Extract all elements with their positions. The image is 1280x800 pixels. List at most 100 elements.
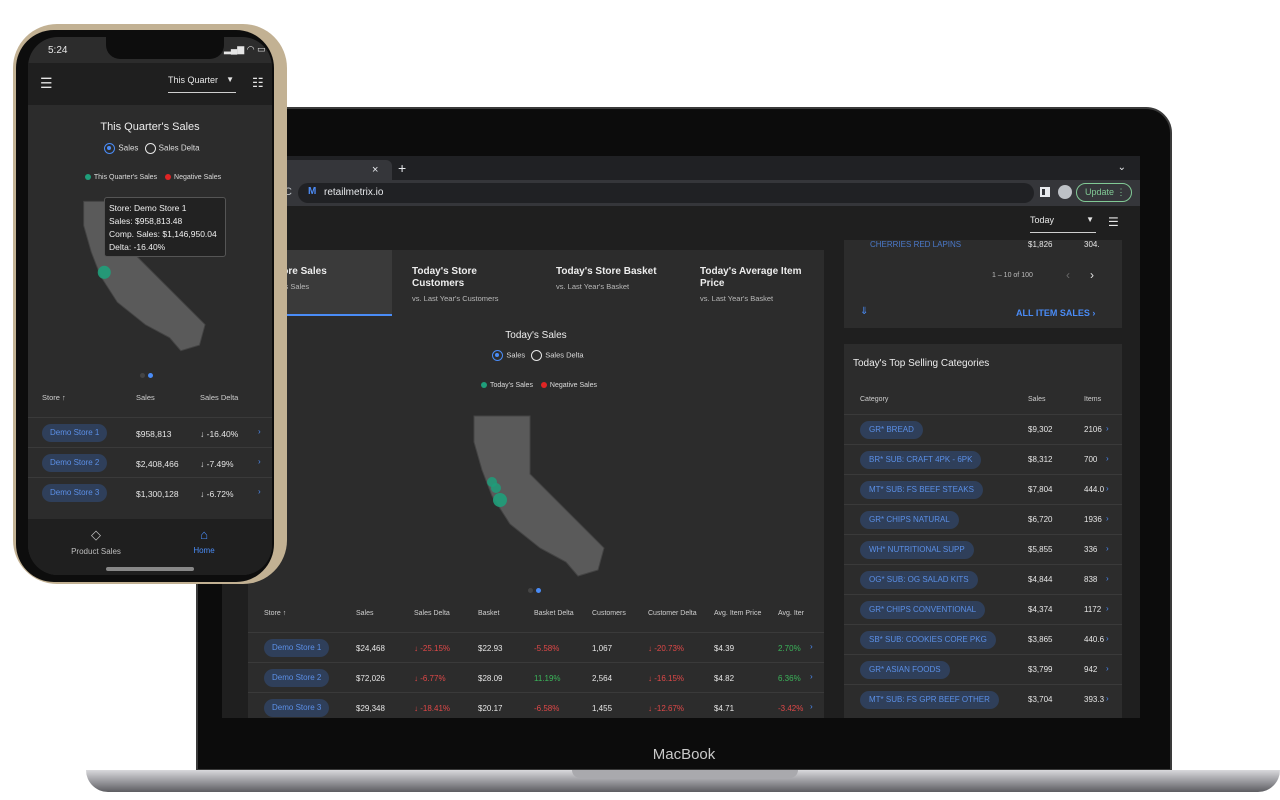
update-button[interactable]: Update ⋮ bbox=[1076, 183, 1132, 202]
chevron-right-icon[interactable]: › bbox=[1106, 454, 1109, 463]
table-row[interactable]: Demo Store 1 $24,468 ↓ -25.15% $22.93 -5… bbox=[248, 632, 824, 662]
chevron-right-icon[interactable]: › bbox=[1106, 484, 1109, 493]
nav-product-sales[interactable]: ◇ Product Sales bbox=[46, 527, 146, 556]
column-header-sales[interactable]: Sales bbox=[356, 610, 374, 617]
pager-dot[interactable] bbox=[140, 373, 145, 378]
column-header-items[interactable]: Items bbox=[1084, 396, 1102, 403]
period-select[interactable]: This Quarter ▼ bbox=[168, 75, 236, 93]
filter-sliders-icon[interactable]: ☷ bbox=[252, 75, 264, 90]
new-tab-icon[interactable]: + bbox=[398, 160, 407, 176]
radio-sales[interactable] bbox=[104, 143, 116, 154]
table-row[interactable]: Demo Store 1 $958,813 ↓ -16.40% › bbox=[28, 417, 272, 447]
store-chip[interactable]: Demo Store 2 bbox=[264, 669, 330, 687]
table-row[interactable]: Demo Store 3 $1,300,128 ↓ -6.72% › bbox=[28, 477, 272, 507]
tab-store-basket[interactable]: Today's Store Basket vs. Last Year's Bas… bbox=[546, 250, 686, 316]
chevron-right-icon[interactable]: › bbox=[1106, 634, 1109, 643]
table-row[interactable]: Demo Store 3 $29,348 ↓ -18.41% $20.17 -6… bbox=[248, 692, 824, 718]
avg-item-price-value: $4.71 bbox=[714, 704, 735, 713]
table-row[interactable]: Demo Store 2 $72,026 ↓ -6.77% $28.09 11.… bbox=[248, 662, 824, 692]
table-row[interactable]: GR* BREAD $9,302 2106 › bbox=[844, 414, 1122, 444]
period-select[interactable]: Today ▼ bbox=[1030, 215, 1096, 233]
column-header-avg-item-price[interactable]: Avg. Item Price bbox=[714, 610, 762, 617]
item-name-link[interactable]: CHERRIES RED LAPINS bbox=[870, 240, 962, 249]
table-row[interactable]: OG* SUB: OG SALAD KITS $4,844 838 › bbox=[844, 564, 1122, 594]
chevron-right-icon[interactable]: › bbox=[1106, 514, 1109, 523]
column-header-basket[interactable]: Basket bbox=[478, 610, 500, 617]
address-bar[interactable]: M retailmetrix.io bbox=[298, 183, 1034, 203]
table-row[interactable]: GR* CHIPS NATURAL $6,720 1936 › bbox=[844, 504, 1122, 534]
chevron-right-icon[interactable]: › bbox=[1106, 604, 1109, 613]
column-header-basket-delta[interactable]: Basket Delta bbox=[534, 610, 574, 617]
tab-store-customers[interactable]: Today's Store Customers vs. Last Year's … bbox=[402, 250, 542, 316]
table-row[interactable]: GR* CHIPS CONVENTIONAL $4,374 1172 › bbox=[844, 594, 1122, 624]
table-row[interactable]: BR* SUB: CRAFT 4PK - 6PK $8,312 700 › bbox=[844, 444, 1122, 474]
chevron-right-icon[interactable]: › bbox=[1090, 268, 1094, 282]
tab-average-item-price[interactable]: Today's Average Item Price vs. Last Year… bbox=[690, 250, 824, 316]
tab-search-icon[interactable]: ⌄ bbox=[1117, 162, 1126, 173]
category-chip[interactable]: BR* SUB: CRAFT 4PK - 6PK bbox=[860, 451, 982, 469]
column-header-sales[interactable]: Sales bbox=[136, 393, 155, 402]
category-chip[interactable]: WH* NUTRITIONAL SUPP bbox=[860, 541, 974, 559]
category-chip[interactable]: MT* SUB: FS BEEF STEAKS bbox=[860, 481, 983, 499]
store-chip[interactable]: Demo Store 3 bbox=[42, 484, 108, 502]
store-chip[interactable]: Demo Store 1 bbox=[42, 424, 108, 442]
column-header-sales-delta[interactable]: Sales Delta bbox=[200, 393, 239, 402]
table-row[interactable]: Demo Store 2 $2,408,466 ↓ -7.49% › bbox=[28, 447, 272, 477]
pager-dot-active[interactable] bbox=[148, 373, 153, 378]
chevron-right-icon[interactable]: › bbox=[1106, 694, 1109, 703]
sort-arrow-icon: ↑ bbox=[282, 610, 287, 617]
table-row[interactable]: WH* NUTRITIONAL SUPP $5,855 336 › bbox=[844, 534, 1122, 564]
chevron-right-icon[interactable]: › bbox=[810, 642, 813, 651]
download-icon[interactable]: ⇓ bbox=[860, 306, 869, 317]
category-chip[interactable]: GR* CHIPS NATURAL bbox=[860, 511, 959, 529]
nav-home[interactable]: ⌂ Home bbox=[154, 527, 254, 555]
radio-sales-delta[interactable] bbox=[531, 350, 543, 361]
chevron-right-icon[interactable]: › bbox=[1106, 574, 1109, 583]
column-header-sales[interactable]: Sales bbox=[1028, 396, 1046, 403]
basket-value: $22.93 bbox=[478, 644, 503, 653]
table-row[interactable]: GR* ASIAN FOODS $3,799 942 › bbox=[844, 654, 1122, 684]
category-chip[interactable]: GR* CHIPS CONVENTIONAL bbox=[860, 601, 986, 619]
url-text[interactable]: retailmetrix.io bbox=[324, 187, 384, 198]
store-chip[interactable]: Demo Store 1 bbox=[264, 639, 330, 657]
category-chip[interactable]: MT* SUB: FS GPR BEEF OTHER bbox=[860, 691, 999, 709]
category-chip[interactable]: SB* SUB: COOKIES CORE PKG bbox=[860, 631, 996, 649]
column-header-avg-iter[interactable]: Avg. Iter bbox=[778, 610, 804, 617]
store-chip[interactable]: Demo Store 2 bbox=[42, 454, 108, 472]
reload-icon[interactable]: C bbox=[284, 186, 292, 198]
category-chip[interactable]: GR* ASIAN FOODS bbox=[860, 661, 950, 679]
customers-value: 2,564 bbox=[592, 674, 613, 683]
close-icon[interactable]: × bbox=[372, 164, 379, 176]
column-header-sales-delta[interactable]: Sales Delta bbox=[414, 610, 450, 617]
chevron-right-icon[interactable]: › bbox=[1106, 544, 1109, 553]
category-chip[interactable]: GR* BREAD bbox=[860, 421, 923, 439]
chevron-right-icon[interactable]: › bbox=[1106, 664, 1109, 673]
chevron-right-icon[interactable]: › bbox=[258, 427, 261, 436]
hamburger-menu-icon[interactable]: ☰ bbox=[40, 75, 53, 91]
table-row[interactable]: SB* SUB: COOKIES CORE PKG $3,865 440.6 › bbox=[844, 624, 1122, 654]
category-chip[interactable]: OG* SUB: OG SALAD KITS bbox=[860, 571, 978, 589]
all-item-sales-link[interactable]: ALL ITEM SALES › bbox=[1016, 308, 1096, 318]
radio-sales-delta[interactable] bbox=[144, 143, 156, 154]
table-row[interactable]: MT* SUB: FS GPR BEEF OTHER $3,704 393.3 › bbox=[844, 684, 1122, 714]
chevron-right-icon[interactable]: › bbox=[258, 457, 261, 466]
column-header-customers[interactable]: Customers bbox=[592, 610, 626, 617]
chevron-right-icon[interactable]: › bbox=[810, 702, 813, 711]
store-chip[interactable]: Demo Store 3 bbox=[264, 699, 330, 717]
pager-dot[interactable] bbox=[528, 588, 533, 593]
chevron-right-icon[interactable]: › bbox=[258, 487, 261, 496]
side-panel-icon[interactable] bbox=[1040, 187, 1050, 197]
filter-sliders-icon[interactable]: ☰ bbox=[1108, 215, 1119, 229]
column-header-store[interactable]: Store ↑ bbox=[42, 393, 66, 402]
radio-sales[interactable] bbox=[492, 350, 504, 361]
chevron-left-icon[interactable]: ‹ bbox=[1066, 268, 1070, 282]
column-header-category[interactable]: Category bbox=[860, 396, 889, 403]
column-header-customer-delta[interactable]: Customer Delta bbox=[648, 610, 697, 617]
customers-value: 1,455 bbox=[592, 704, 613, 713]
table-row[interactable]: MT* SUB: FS BEEF STEAKS $7,804 444.0 › bbox=[844, 474, 1122, 504]
chevron-right-icon[interactable]: › bbox=[1106, 424, 1109, 433]
pager-dot-active[interactable] bbox=[536, 588, 541, 593]
profile-avatar-icon[interactable] bbox=[1058, 185, 1072, 199]
chevron-right-icon[interactable]: › bbox=[810, 672, 813, 681]
column-header-store[interactable]: Store ↑ bbox=[264, 610, 286, 617]
